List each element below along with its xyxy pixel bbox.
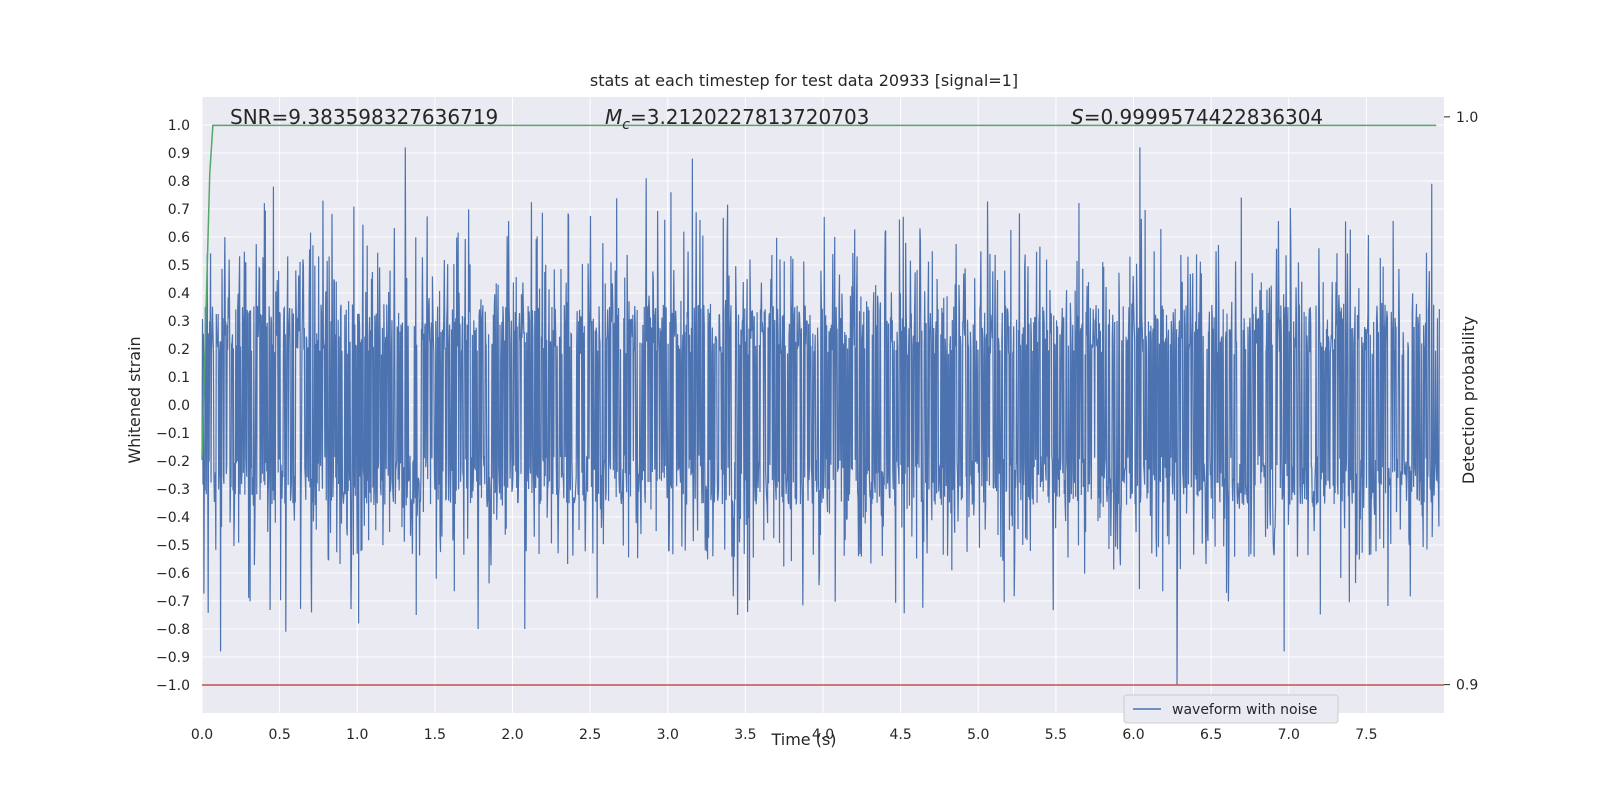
chart-title: stats at each timestep for test data 209…: [590, 71, 1018, 90]
y-tick-label: 0.2: [168, 342, 190, 358]
x-tick-label: 2.0: [501, 727, 523, 743]
x-tick-label: 5.5: [1045, 727, 1067, 743]
y-tick-label: −0.5: [156, 538, 190, 554]
y-tick-label: 0.3: [168, 314, 190, 330]
x-tick-label: 7.0: [1278, 727, 1300, 743]
score-annotation: S=0.9999574422836304: [1071, 105, 1323, 129]
y-tick-label: −0.4: [156, 510, 190, 526]
x-axis-ticks: 0.0 0.5 1.0 1.5 2.0 2.5 3.0 3.5 4.0 4.5 5.0 5.5 6.0 6…: [191, 727, 1378, 743]
x-tick-label: 4.5: [889, 727, 911, 743]
y-tick-label: 0.1: [168, 370, 190, 386]
y-tick-label: −0.9: [156, 650, 190, 666]
x-tick-label: 1.5: [424, 727, 446, 743]
legend: waveform with noise: [1123, 694, 1339, 724]
y-tick-label: −0.6: [156, 566, 190, 582]
y-tick-label: −0.2: [156, 454, 190, 470]
y-tick-label: 0.7: [168, 202, 190, 218]
y-tick-label: 0.0: [168, 398, 190, 414]
x-tick-label: 3.5: [734, 727, 756, 743]
y-tick-label: 0.4: [168, 286, 190, 302]
y-tick-label: −0.3: [156, 482, 190, 498]
y-axis-label: Whitened strain: [125, 336, 144, 463]
x-tick-label: 2.5: [579, 727, 601, 743]
y-tick-label: 0.8: [168, 174, 190, 190]
x-axis-label: Time (s): [770, 730, 836, 749]
x-tick-label: 7.5: [1355, 727, 1377, 743]
chirp-mass-subscript: c: [622, 117, 630, 133]
score-value: =0.9999574422836304: [1084, 105, 1323, 129]
snr-annotation: SNR=9.383598327636719: [230, 105, 498, 129]
x-tick-label: 6.0: [1122, 727, 1144, 743]
legend-label-waveform: waveform with noise: [1172, 702, 1317, 718]
x-tick-label: 3.0: [657, 727, 679, 743]
legend-box: [1123, 694, 1339, 724]
y2-tick-label: 1.0: [1456, 110, 1478, 126]
chirp-mass-annotation: Mc=3.2120227813720703: [605, 105, 869, 133]
chirp-mass-symbol: M: [605, 105, 622, 129]
chirp-mass-value: =3.2120227813720703: [630, 105, 869, 129]
y-tick-label: 0.5: [168, 258, 190, 274]
y2-axis-label: Detection probability: [1459, 316, 1478, 484]
x-tick-label: 5.0: [967, 727, 989, 743]
y-tick-label: −0.1: [156, 426, 190, 442]
y2-axis-ticks: 1.0 0.9: [1444, 110, 1478, 694]
y-axis-ticks: 1.0 0.9 0.8 0.7 0.6 0.5 0.4 0.3 0.2 0.1 0.0 −0.1 −0.…: [156, 118, 190, 694]
x-tick-label: 0.0: [191, 727, 213, 743]
x-tick-label: 4.0: [812, 727, 834, 743]
y-tick-label: −1.0: [156, 678, 190, 694]
y-tick-label: −0.7: [156, 594, 190, 610]
waveform-series-line: [201, 147, 1440, 686]
y-tick-label: 1.0: [168, 118, 190, 134]
x-tick-label: 1.0: [346, 727, 368, 743]
y-tick-label: 0.9: [168, 146, 190, 162]
x-tick-label: 6.5: [1200, 727, 1222, 743]
y-tick-label: −0.8: [156, 622, 190, 638]
detection-probability-line: [201, 124, 1437, 458]
y-tick-label: 0.6: [168, 230, 190, 246]
y2-tick-label: 0.9: [1456, 678, 1478, 694]
x-tick-label: 0.5: [268, 727, 290, 743]
score-symbol: S: [1071, 105, 1084, 129]
